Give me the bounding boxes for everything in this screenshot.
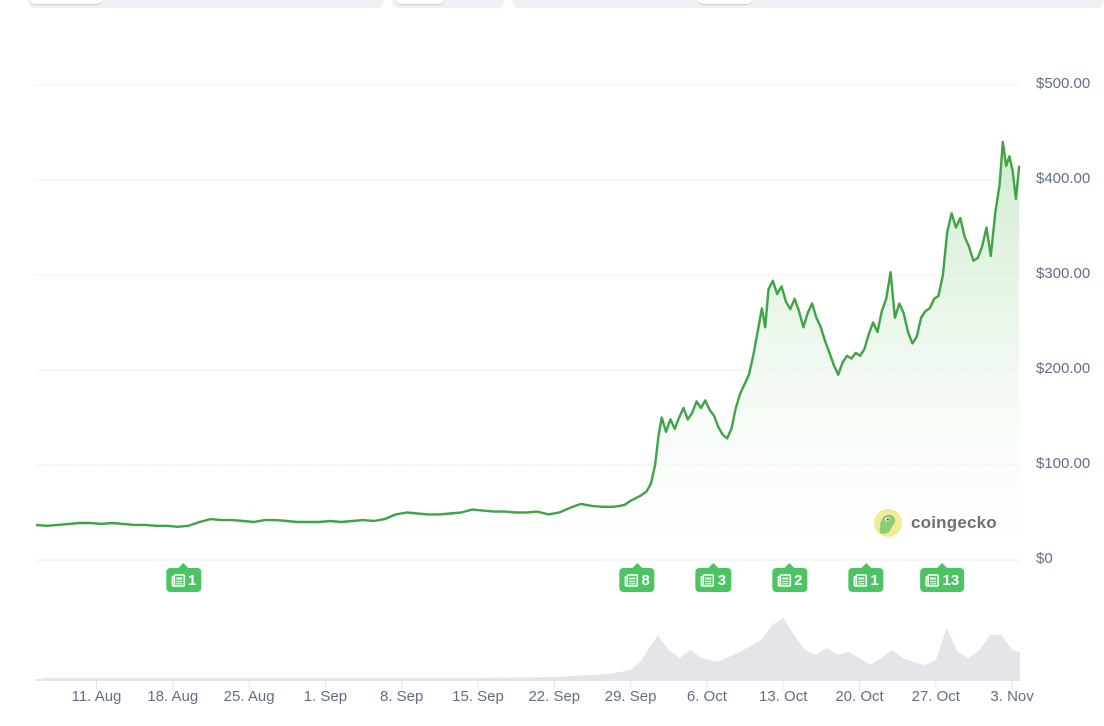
toolbar-segment[interactable] bbox=[392, 0, 504, 8]
news-count: 8 bbox=[641, 571, 650, 589]
x-axis-label: 27. Oct bbox=[911, 688, 960, 705]
y-axis-label: $500.00 bbox=[1036, 75, 1091, 92]
newspaper-icon bbox=[624, 573, 639, 587]
y-axis-label: $200.00 bbox=[1036, 360, 1091, 377]
news-count: 3 bbox=[717, 571, 727, 589]
x-axis-label: 11. Aug bbox=[71, 688, 122, 705]
news-count: 1 bbox=[870, 571, 879, 589]
newspaper-icon bbox=[925, 573, 940, 587]
x-axis-label: 20. Oct bbox=[835, 688, 884, 705]
newspaper-icon bbox=[853, 573, 868, 587]
y-axis-label: $0 bbox=[1036, 550, 1053, 567]
volume-chart bbox=[36, 618, 1020, 681]
coingecko-watermark: coingecko bbox=[873, 508, 997, 538]
x-axis-label: 6. Oct bbox=[686, 688, 727, 705]
news-count: 13 bbox=[942, 571, 960, 589]
x-axis-label: 13. Oct bbox=[759, 688, 808, 705]
toolbar-segment[interactable] bbox=[28, 0, 384, 8]
x-axis-label: 29. Sep bbox=[604, 688, 657, 705]
price-line bbox=[35, 140, 1021, 528]
news-marker-badge[interactable]: 2 bbox=[772, 563, 808, 592]
y-axis-label: $100.00 bbox=[1036, 455, 1091, 472]
brand-name: coingecko bbox=[911, 513, 997, 532]
news-marker-badge[interactable]: 8 bbox=[619, 563, 655, 592]
x-axis-label: 25. Aug bbox=[223, 688, 275, 705]
newspaper-icon bbox=[171, 573, 185, 587]
x-axis-label: 22. Sep bbox=[528, 688, 581, 705]
x-axis-label: 15. Sep bbox=[452, 688, 504, 705]
gecko-logo-icon bbox=[874, 509, 902, 537]
x-axis-label: 3. Nov bbox=[990, 688, 1034, 705]
toolbar-selected-pill[interactable] bbox=[698, 0, 752, 4]
price-area bbox=[36, 142, 1020, 560]
toolbar-selected-pill[interactable] bbox=[30, 0, 102, 4]
newspaper-icon bbox=[777, 573, 791, 587]
news-marker-badge[interactable]: 3 bbox=[695, 563, 732, 592]
news-marker-badge[interactable]: 1 bbox=[166, 563, 202, 592]
y-axis-label: $300.00 bbox=[1036, 265, 1091, 282]
y-axis-label: $400.00 bbox=[1036, 170, 1091, 187]
newspaper-icon bbox=[701, 573, 715, 587]
toolbar-segment[interactable] bbox=[512, 0, 1104, 8]
x-axis-label: 18. Aug bbox=[147, 688, 199, 705]
x-axis-label: 8. Sep bbox=[380, 688, 424, 705]
toolbar-selected-pill[interactable] bbox=[396, 0, 444, 4]
top-toolbar-fragment bbox=[0, 0, 1104, 10]
x-axis-ticks bbox=[96, 680, 1013, 690]
news-marker-badge[interactable]: 13 bbox=[920, 563, 965, 592]
news-count: 1 bbox=[188, 571, 197, 589]
x-axis-label: 1. Sep bbox=[303, 688, 348, 705]
news-count: 2 bbox=[794, 571, 803, 589]
news-marker-badge[interactable]: 1 bbox=[848, 563, 884, 592]
